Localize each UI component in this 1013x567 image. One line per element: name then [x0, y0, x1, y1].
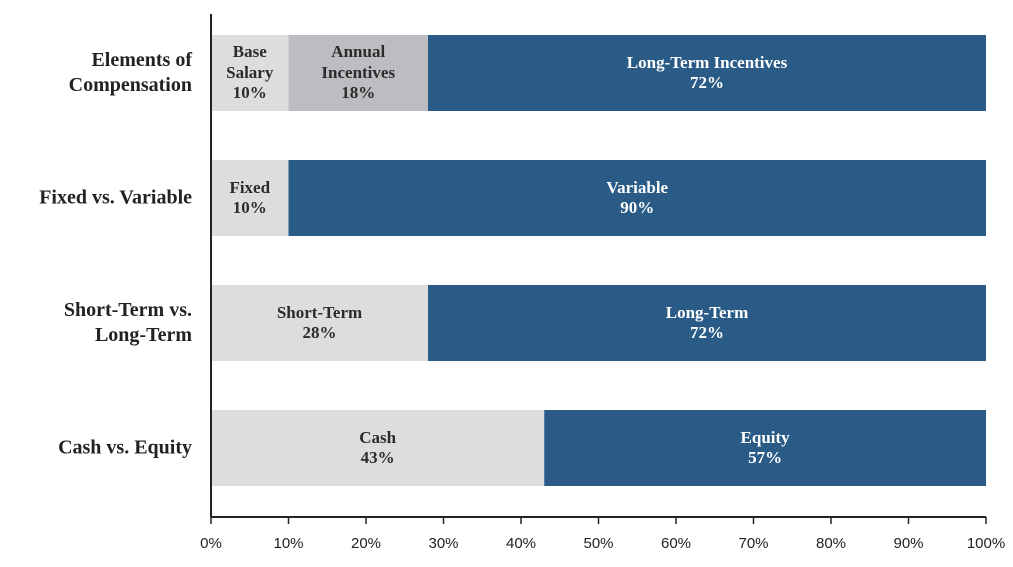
segment-name: Annual Incentives [321, 42, 396, 82]
segment-name: Equity [740, 427, 790, 447]
x-tick-label: 90% [893, 535, 924, 552]
bar-segment [211, 285, 428, 361]
segment-name: Long-Term Incentives [626, 52, 788, 72]
bar-segment [211, 160, 289, 236]
category-text: Fixed vs. Variable [39, 186, 192, 209]
x-tick-label: 70% [738, 535, 769, 552]
bar-segment [544, 410, 986, 486]
bar-segment [211, 35, 289, 111]
category-text: Short-Term vs. Long-Term [63, 299, 192, 346]
segment-label: Long-Term 72% [428, 285, 986, 361]
segment-name: Base Salary [226, 42, 274, 82]
segment-value: 18% [341, 83, 376, 103]
bar-segment [288, 35, 428, 111]
x-tick-label: 100% [966, 535, 1006, 552]
category-label: Fixed vs. Variable [39, 186, 192, 211]
x-tick-label: 50% [583, 535, 614, 552]
segment-label: Long-Term Incentives 72% [428, 35, 986, 111]
x-tick-label: 80% [815, 535, 847, 552]
segment-name: Short-Term [276, 302, 363, 322]
segment-value: 90% [620, 198, 655, 217]
segment-label: Variable 90% [289, 160, 987, 236]
x-tick-label: 10% [273, 535, 304, 552]
segment-value: 72% [690, 73, 724, 92]
segment-value: 43% [360, 448, 395, 467]
segment-value: 10% [232, 198, 267, 217]
bar-segment [428, 35, 986, 111]
x-tick-label: 60% [660, 535, 692, 552]
segment-label: Short-Term 28% [211, 285, 428, 361]
x-tick-label: 20% [350, 535, 382, 552]
category-text: Elements of Compensation [68, 49, 192, 96]
x-tick-label: 0% [200, 535, 222, 552]
segment-label: Fixed 10% [211, 160, 289, 236]
segment-label: Equity 57% [544, 410, 986, 486]
segment-name: Long-Term [665, 302, 749, 322]
x-tick-label: 40% [505, 535, 537, 552]
bar-segment [211, 410, 545, 486]
segment-value: 57% [748, 448, 783, 467]
category-label: Elements of Compensation [69, 48, 192, 98]
category-text: Cash vs. Equity [58, 436, 192, 459]
x-tick-label: 30% [428, 535, 459, 552]
segment-value: 28% [302, 323, 337, 342]
bar-segment [288, 160, 986, 236]
segment-value: 10% [232, 83, 267, 103]
segment-name: Cash [359, 427, 397, 447]
category-label: Cash vs. Equity [58, 436, 192, 461]
segment-name: Fixed [229, 177, 271, 197]
segment-label: Annual Incentives 18% [289, 35, 429, 111]
category-label: Short-Term vs. Long-Term [64, 298, 192, 348]
segment-label: Cash 43% [211, 410, 544, 486]
bar-segment [428, 285, 986, 361]
segment-label: Base Salary 10% [211, 35, 289, 111]
segment-value: 72% [690, 323, 724, 342]
segment-name: Variable [606, 177, 669, 197]
